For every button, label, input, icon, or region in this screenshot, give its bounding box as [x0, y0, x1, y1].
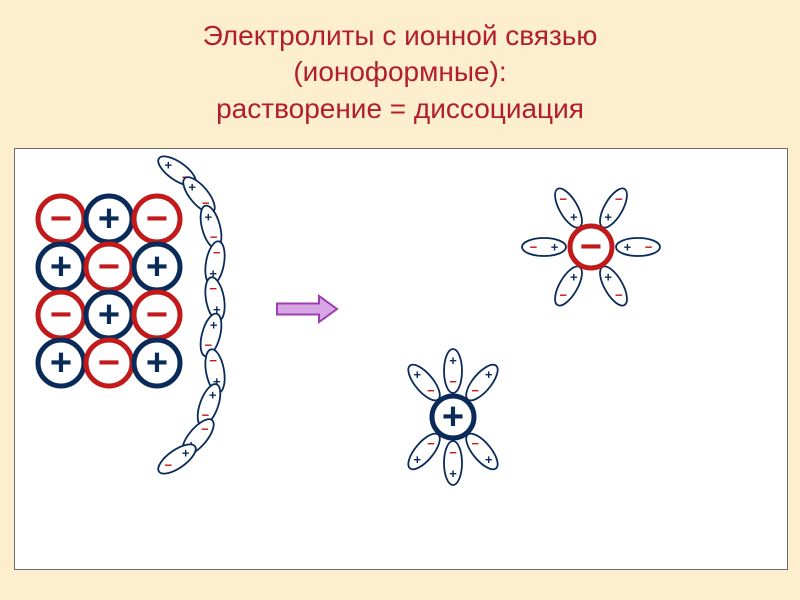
dipole-inner-sign: + — [604, 269, 612, 284]
minus-sign: − — [146, 294, 168, 336]
dipole-inner-sign: + — [210, 317, 218, 332]
dipole-outer-sign: + — [413, 452, 421, 467]
minus-sign: − — [50, 294, 72, 336]
page-title: Электролиты с ионной связью (ионоформные… — [0, 18, 800, 127]
dipole-inner-sign: + — [182, 445, 190, 460]
dipole-inner-sign: + — [209, 388, 217, 403]
dipole-inner-sign: − — [449, 374, 457, 389]
dipole-outer-sign: + — [449, 466, 457, 481]
minus-sign: − — [580, 226, 602, 268]
plus-sign: + — [98, 198, 120, 240]
plus-sign: + — [442, 396, 464, 438]
water-dipole: +− — [154, 439, 200, 479]
dipole-inner-sign: − — [201, 421, 209, 436]
dipole-inner-sign: − — [471, 383, 479, 398]
dipole-inner-sign: + — [570, 210, 578, 225]
dipole-outer-sign: − — [165, 458, 173, 473]
title-line-3: растворение = диссоциация — [0, 91, 800, 127]
dipole-inner-sign: − — [209, 353, 217, 368]
water-dipole: +− — [550, 262, 588, 309]
dipole-inner-sign: − — [449, 445, 457, 460]
title-line-1: Электролиты с ионной связью — [0, 18, 800, 54]
water-dipole: +− — [595, 262, 633, 309]
dipole-inner-sign: + — [604, 210, 612, 225]
water-dipole: −+ — [444, 441, 462, 485]
dipole-outer-sign: − — [615, 191, 623, 206]
plus-sign: + — [50, 342, 72, 384]
dipole-inner-sign: − — [213, 245, 221, 260]
water-dipole: −+ — [444, 349, 462, 393]
diagram-svg: −+−+−+−+−+−++−+−+−−+−++−−++−−++−+−+−+−+−… — [15, 149, 787, 569]
dipole-outer-sign: + — [485, 367, 493, 382]
dipole-inner-sign: + — [165, 157, 173, 172]
minus-sign: − — [98, 342, 120, 384]
dipole-inner-sign: + — [624, 240, 632, 255]
plus-sign: + — [146, 342, 168, 384]
diagram-panel: −+−+−+−+−+−++−+−+−−+−++−−++−−++−+−+−+−+−… — [14, 148, 788, 570]
dipole-inner-sign: − — [209, 281, 217, 296]
water-dipole: +− — [595, 184, 633, 231]
dipole-inner-sign: + — [570, 269, 578, 284]
dipole-outer-sign: + — [413, 367, 421, 382]
plus-sign: + — [146, 246, 168, 288]
dipole-inner-sign: − — [427, 383, 435, 398]
dipole-outer-sign: − — [615, 288, 623, 303]
plus-sign: + — [50, 246, 72, 288]
water-dipole: +− — [522, 238, 566, 256]
dipole-inner-sign: − — [427, 436, 435, 451]
water-dipole: +− — [550, 184, 588, 231]
minus-sign: − — [146, 198, 168, 240]
dipole-inner-sign: + — [204, 209, 212, 224]
dipole-outer-sign: − — [559, 288, 567, 303]
title-line-2: (ионоформные): — [0, 54, 800, 90]
plus-sign: + — [98, 294, 120, 336]
dipole-inner-sign: + — [551, 240, 559, 255]
dipole-outer-sign: + — [449, 353, 457, 368]
dipole-inner-sign: − — [471, 436, 479, 451]
minus-sign: − — [98, 246, 120, 288]
minus-sign: − — [50, 198, 72, 240]
water-dipole: +− — [616, 238, 660, 256]
dipole-outer-sign: − — [645, 240, 653, 255]
reaction-arrow — [277, 296, 337, 322]
dipole-outer-sign: − — [559, 191, 567, 206]
dipole-inner-sign: + — [188, 179, 196, 194]
dipole-outer-sign: − — [530, 240, 538, 255]
dipole-outer-sign: + — [485, 452, 493, 467]
